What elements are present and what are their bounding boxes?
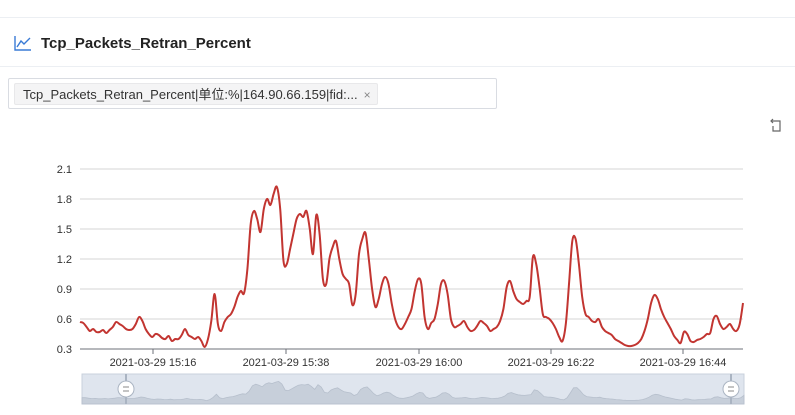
restore-icon[interactable] bbox=[769, 117, 785, 133]
x-axis-ticks: 2021-03-29 15:16 2021-03-29 15:38 2021-03-… bbox=[110, 349, 727, 369]
y-tick-label: 0.9 bbox=[57, 284, 72, 296]
x-tick-label: 2021-03-29 16:00 bbox=[376, 357, 463, 369]
line-chart-icon bbox=[14, 36, 31, 51]
x-tick-label: 2021-03-29 15:38 bbox=[243, 357, 330, 369]
zoom-handle[interactable] bbox=[722, 380, 740, 398]
line-chart: 0.30.60.91.21.51.82.1 2021-03-29 15:16 20… bbox=[57, 164, 745, 405]
panel-title: Tcp_Packets_Retran_Percent bbox=[41, 35, 251, 52]
x-tick-label: 2021-03-29 16:22 bbox=[508, 357, 595, 369]
y-tick-label: 1.8 bbox=[57, 194, 72, 206]
chart-grid bbox=[80, 168, 743, 350]
zoom-handle[interactable] bbox=[117, 380, 135, 398]
tag-close-icon[interactable]: × bbox=[363, 88, 371, 102]
series-line bbox=[79, 185, 744, 348]
x-tick-label: 2021-03-29 16:44 bbox=[640, 357, 727, 369]
y-tick-label: 2.1 bbox=[57, 164, 72, 176]
y-tick-label: 1.2 bbox=[57, 254, 72, 266]
y-tick-label: 1.5 bbox=[57, 224, 72, 236]
y-tick-label: 0.3 bbox=[57, 344, 72, 356]
x-tick-label: 2021-03-29 15:16 bbox=[110, 357, 197, 369]
panel-header: Tcp_Packets_Retran_Percent bbox=[0, 18, 795, 67]
data-zoom-slider[interactable] bbox=[81, 373, 745, 405]
metric-tag[interactable]: Tcp_Packets_Retran_Percent|单位:%|164.90.6… bbox=[14, 83, 378, 105]
metric-filter-box[interactable]: Tcp_Packets_Retran_Percent|单位:%|164.90.6… bbox=[8, 78, 497, 109]
metric-tag-label: Tcp_Packets_Retran_Percent|单位:%|164.90.6… bbox=[23, 87, 358, 102]
y-axis-ticks: 0.3 0.6 0.9 1.2 1.5 1.8 2.1 bbox=[57, 164, 72, 356]
y-tick-label: 0.6 bbox=[57, 314, 72, 326]
zoom-preview-area bbox=[81, 380, 745, 405]
top-divider bbox=[0, 17, 795, 18]
